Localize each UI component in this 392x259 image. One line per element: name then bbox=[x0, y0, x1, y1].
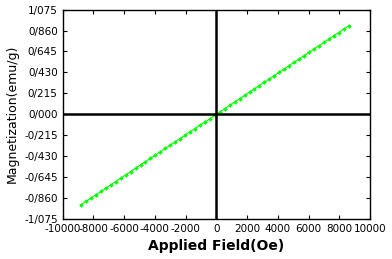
Y-axis label: Magnetization(emu/g): Magnetization(emu/g) bbox=[5, 45, 18, 183]
X-axis label: Applied Field(Oe): Applied Field(Oe) bbox=[148, 239, 285, 254]
